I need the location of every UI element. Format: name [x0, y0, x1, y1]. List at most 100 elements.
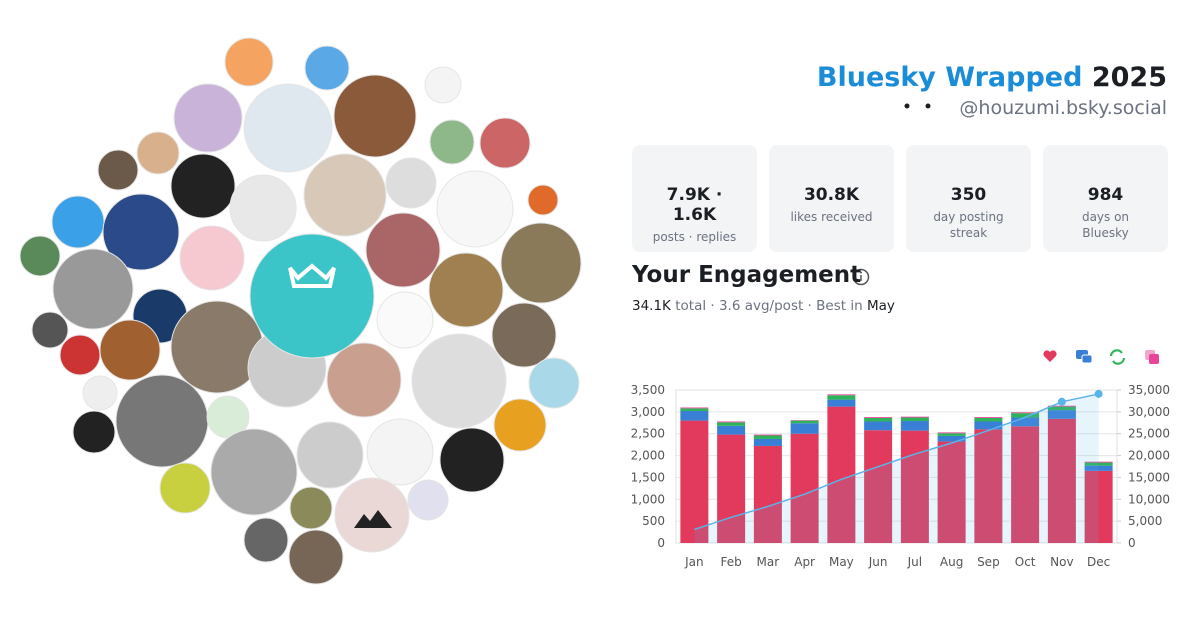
- avatar[interactable]: [411, 333, 507, 429]
- bar-segment: [717, 421, 746, 423]
- stat-value: 7.9K · 1.6K: [666, 185, 723, 225]
- avatar[interactable]: [159, 462, 211, 514]
- stat-label: posts · replies: [652, 230, 737, 244]
- info-icon-dot: [860, 271, 862, 274]
- bar-segment: [900, 430, 929, 543]
- avatar[interactable]: [115, 374, 209, 468]
- avatar[interactable]: [428, 252, 504, 328]
- section-title: Your Engagement: [632, 262, 862, 288]
- bar-segment: [1084, 465, 1113, 471]
- avatar[interactable]: [436, 170, 514, 248]
- legend-replies: [1081, 354, 1093, 364]
- bar-segment: [1047, 410, 1076, 419]
- avatar[interactable]: [243, 83, 333, 173]
- avatar[interactable]: [82, 375, 118, 411]
- mountain: [354, 510, 392, 528]
- y-tick-label: 1,500: [631, 470, 665, 484]
- avatar[interactable]: [528, 357, 580, 409]
- avatar[interactable]: [243, 517, 289, 563]
- avatar[interactable]: [326, 342, 402, 418]
- avatar[interactable]: [527, 184, 559, 216]
- stat-value: 350: [950, 185, 987, 205]
- avatar[interactable]: [500, 222, 582, 304]
- bar-segment: [790, 423, 819, 434]
- x-tick-label: Jan: [684, 555, 704, 569]
- avatar[interactable]: [296, 421, 364, 489]
- avatar[interactable]: [179, 225, 245, 291]
- avatar[interactable]: [493, 398, 547, 452]
- x-tick-label: Nov: [1050, 555, 1073, 569]
- stat-card: 30.8K likes received: [769, 145, 894, 252]
- avatar[interactable]: [52, 248, 134, 330]
- bar-segment: [1011, 412, 1040, 414]
- bar-segment: [1084, 470, 1113, 543]
- avatar[interactable]: [304, 45, 350, 91]
- bar-segment: [717, 422, 746, 426]
- bar-segment: [717, 425, 746, 435]
- avatar[interactable]: [479, 117, 531, 169]
- bar-segment: [937, 432, 966, 434]
- best-label: Best in: [816, 298, 863, 314]
- avatar[interactable]: [59, 334, 101, 376]
- avatar[interactable]: [210, 428, 298, 516]
- bar-segment: [827, 399, 856, 407]
- stat-card: 350 day posting streak: [906, 145, 1031, 252]
- avatar[interactable]: [102, 193, 180, 271]
- bar-segment: [717, 434, 746, 543]
- avatar[interactable]: [366, 418, 434, 486]
- stat-label: days on Bluesky: [1081, 210, 1130, 240]
- avatar[interactable]: [385, 157, 437, 209]
- avatar[interactable]: [491, 302, 557, 368]
- avatar[interactable]: [31, 311, 69, 349]
- avatar[interactable]: [97, 149, 139, 191]
- bar-segment: [937, 441, 966, 543]
- bar-segment: [1011, 413, 1040, 418]
- bar-segment: [680, 410, 709, 421]
- avatar[interactable]: [429, 119, 475, 165]
- area: [694, 393, 1099, 543]
- x-tick-label: Sep: [977, 555, 1000, 569]
- y2-tick-label: 20,000: [1128, 449, 1170, 463]
- bar-segment: [900, 416, 929, 418]
- avatar[interactable]: [249, 233, 375, 359]
- bar-segment: [1084, 461, 1113, 463]
- avatar[interactable]: [224, 37, 274, 87]
- avatar[interactable]: [51, 195, 105, 249]
- avatar[interactable]: [289, 486, 333, 530]
- avatar[interactable]: [72, 410, 116, 454]
- bar-segment: [1011, 426, 1040, 543]
- legend-likes[interactable]: [1043, 350, 1057, 362]
- y-tick-label: 3,500: [631, 383, 665, 397]
- info-icon[interactable]: [852, 268, 870, 286]
- bar-segment: [1047, 406, 1076, 411]
- avatar[interactable]: [288, 529, 344, 585]
- avg: 3.6 avg/post: [718, 298, 804, 314]
- avatar[interactable]: [376, 291, 434, 349]
- avatar[interactable]: [334, 477, 410, 553]
- stat-card: 7.9K · 1.6K posts · replies: [632, 145, 757, 252]
- avatar[interactable]: [19, 235, 61, 277]
- avatar[interactable]: [424, 66, 462, 104]
- legend-reposts[interactable]: [1109, 349, 1126, 365]
- bar-segment: [1011, 417, 1040, 427]
- avatar[interactable]: [170, 153, 236, 219]
- plot-frame: [675, 389, 1118, 544]
- avatar[interactable]: [136, 131, 180, 175]
- y2-tick-label: 10,000: [1128, 492, 1170, 506]
- bar-segment: [974, 429, 1003, 543]
- avatar[interactable]: [365, 212, 441, 288]
- x-tick-label: Dec: [1087, 555, 1110, 569]
- dot: [904, 103, 910, 109]
- avatar[interactable]: [229, 174, 297, 242]
- stat-label: likes received: [790, 210, 873, 224]
- title: Bluesky Wrapped 2025: [817, 62, 1167, 93]
- avatar[interactable]: [333, 74, 417, 158]
- avatar[interactable]: [303, 153, 387, 237]
- bar-segment: [680, 407, 709, 409]
- avatar[interactable]: [99, 319, 161, 381]
- avatar[interactable]: [439, 427, 505, 493]
- y-tick-label: 1,000: [631, 492, 665, 506]
- avatar[interactable]: [407, 479, 449, 521]
- avatar[interactable]: [173, 83, 243, 153]
